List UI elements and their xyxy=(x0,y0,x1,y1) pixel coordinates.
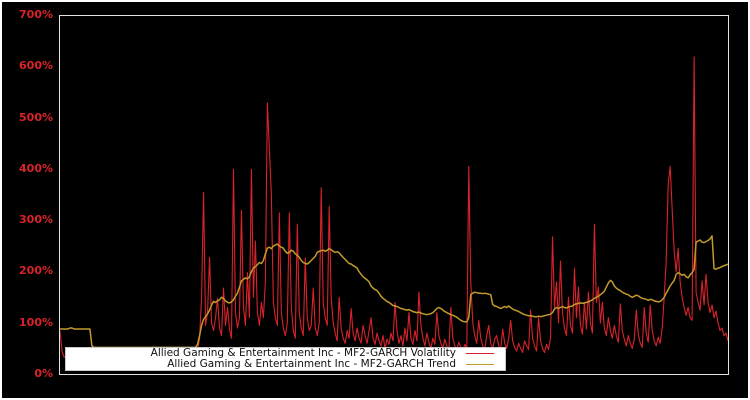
legend-label-volatility: Allied Gaming & Entertainment Inc - MF2-… xyxy=(150,347,456,359)
y-tick-label: 300% xyxy=(19,213,53,227)
y-tick-label: 400% xyxy=(19,161,53,175)
legend-entry-trend: Allied Gaming & Entertainment Inc - MF2-… xyxy=(66,359,505,370)
legend-entry-volatility: Allied Gaming & Entertainment Inc - MF2-… xyxy=(66,348,505,359)
plot-area xyxy=(59,15,729,375)
chart-legend: Allied Gaming & Entertainment Inc - MF2-… xyxy=(65,347,506,371)
y-tick-label: 200% xyxy=(19,264,53,278)
y-tick-label: 700% xyxy=(19,8,53,21)
trend-line-sample-icon xyxy=(466,364,494,365)
y-tick-label: 0% xyxy=(34,367,53,380)
volatility-line-series xyxy=(60,56,728,363)
legend-label-trend: Allied Gaming & Entertainment Inc - MF2-… xyxy=(167,358,456,370)
y-tick-label: 500% xyxy=(19,110,53,124)
line-chart-canvas xyxy=(60,56,728,363)
y-tick-label: 600% xyxy=(19,59,53,73)
y-tick-label: 100% xyxy=(19,315,53,329)
volatility-line-sample-icon xyxy=(466,353,494,354)
